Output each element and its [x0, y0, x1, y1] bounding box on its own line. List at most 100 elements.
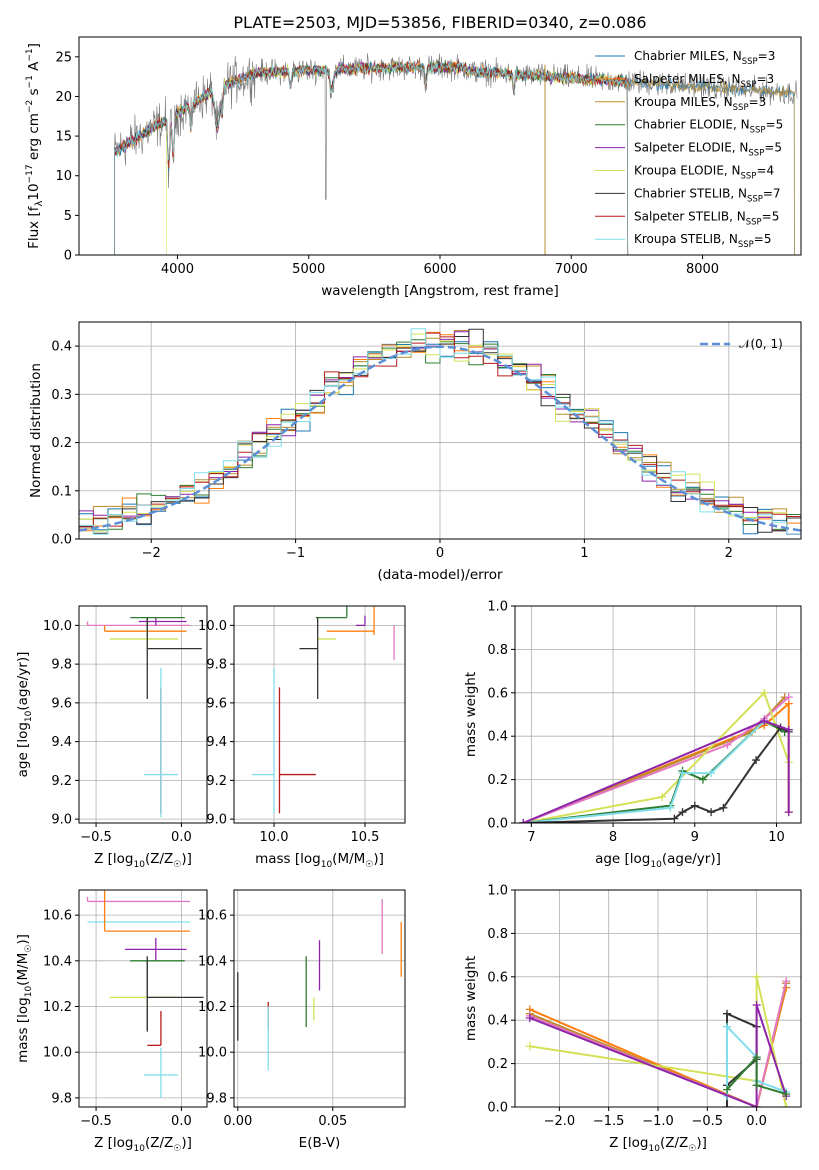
x-tick-label: 0.0 [171, 830, 192, 845]
model-spectrum [114, 59, 629, 255]
x-tick-label: 10.5 [351, 830, 380, 845]
y-tick-label: 0.0 [487, 1101, 508, 1116]
weight-marker [752, 1053, 761, 1062]
plot-area [114, 53, 798, 255]
weight-marker [666, 803, 675, 812]
weight-line [726, 1054, 787, 1095]
y-tick-label: 0.4 [487, 1014, 508, 1029]
axes-spectrum: 4000 5000 6000 7000 8000 0 5 10 15 20 25 PLATE=2503… [25, 13, 802, 299]
axes-age-mass: 10.0 10.5 9.0 9.2 9.4 9.6 9.8 10.0 mass [log10(M… [198, 605, 406, 870]
y-tick-label: 9.0 [51, 813, 72, 828]
y-tick-label: 0.2 [51, 436, 72, 451]
y-tick-label: 10.2 [43, 1000, 72, 1015]
axes-frame [78, 605, 208, 824]
weight-line [529, 980, 788, 1107]
chart-title: PLATE=2503, MJD=53856, FIBERID=0340, z=0… [233, 13, 646, 32]
y-tick-label: 10.4 [198, 954, 227, 969]
y-tick-label: 0.1 [51, 484, 72, 499]
y-tick-label: 9.0 [206, 813, 227, 828]
axes-frame [514, 889, 802, 1108]
y-tick-label: 10.6 [198, 909, 227, 924]
x-axis-label: E(B-V) [299, 1135, 341, 1151]
weight-marker [784, 693, 793, 702]
legend-entry: Kroupa ELODIE, NSSP=4 [634, 164, 774, 182]
model-spectrum [165, 60, 629, 255]
weight-line [523, 690, 790, 823]
y-tick-label: 0.6 [487, 686, 508, 701]
axes-frame [78, 321, 802, 540]
y-tick-label: 10.2 [198, 1000, 227, 1015]
y-tick-label: 10 [55, 169, 72, 184]
legend-entry: Salpeter STELIB, NSSP=5 [634, 209, 779, 227]
y-tick-label: 0.4 [51, 340, 72, 355]
x-tick-label: 10 [768, 830, 785, 845]
weight-marker [525, 1014, 534, 1023]
weight-marker [723, 740, 732, 749]
y-axis-label: mass [log10(M/M☉)] [15, 934, 34, 1063]
weight-marker [719, 803, 728, 812]
x-tick-label: 0.05 [318, 1114, 347, 1129]
x-tick-label: 0.0 [171, 1114, 192, 1129]
weight-marker [698, 775, 707, 784]
weight-marker [723, 1103, 732, 1107]
x-tick-label: 1 [580, 546, 588, 561]
y-tick-label: 9.2 [206, 774, 227, 789]
weight-marker [782, 1103, 791, 1107]
legend-entry: Chabrier MILES, NSSP=3 [634, 49, 775, 67]
weight-marker [670, 814, 679, 823]
weight-marker [782, 1089, 791, 1098]
y-tick-label: 10.6 [43, 909, 72, 924]
weight-marker [707, 769, 716, 778]
plot-area [86, 890, 204, 1098]
y-axis-label: age [log10(age/yr)] [15, 652, 34, 778]
y-tick-label: 1.0 [487, 884, 508, 899]
weight-marker [658, 792, 667, 801]
x-tick-label: 7 [527, 830, 535, 845]
y-tick-label: 0 [64, 249, 72, 264]
y-tick-label: 9.4 [51, 735, 72, 750]
x-axis-label: Z [log10(Z/Z☉)] [94, 1135, 192, 1154]
y-axis-label: mass weight [463, 672, 479, 757]
y-tick-label: 5 [64, 209, 72, 224]
y-tick-label: 0.2 [487, 1057, 508, 1072]
x-tick-label: 0 [436, 546, 444, 561]
weight-line [726, 1012, 758, 1107]
axes-weight-z: −2.0 −1.5 −1.0 −0.5 0.0 0.0 0.2 0.4 0.6 0.8 1.0 Z [… [463, 884, 802, 1154]
y-tick-label: 0.4 [487, 730, 508, 745]
x-tick-label: −0.5 [80, 1114, 112, 1129]
plot-area [237, 899, 402, 1071]
weight-marker [752, 972, 761, 981]
model-spectrum [114, 61, 629, 255]
y-tick-label: 15 [55, 130, 72, 145]
axes-mass-z: −0.5 0.0 9.8 10.0 10.2 10.4 10.6 Z [log10(Z/Z☉)… [15, 889, 208, 1154]
x-tick-label: −0.5 [80, 830, 112, 845]
x-tick-label: 0.0 [746, 1114, 767, 1129]
x-tick-label: 8000 [686, 262, 719, 277]
y-tick-label: 25 [55, 50, 72, 65]
x-tick-label: 7000 [555, 262, 588, 277]
y-tick-label: 0.8 [487, 927, 508, 942]
weight-line [522, 696, 790, 823]
model-spectrum [114, 59, 795, 255]
x-tick-label: 0.00 [223, 1114, 252, 1129]
model-spectrum [114, 59, 629, 255]
x-axis-label: mass [log10(M/M☉)] [255, 851, 384, 870]
x-axis-label: Z [log10(Z/Z☉)] [94, 851, 192, 870]
model-spectrum [114, 60, 629, 255]
weight-marker [723, 1085, 732, 1094]
x-axis-label: (data-model)/error [377, 567, 503, 583]
y-tick-label: 9.2 [51, 774, 72, 789]
y-tick-label: 9.8 [206, 1091, 227, 1106]
axes-mass-ebv: 0.00 0.05 9.8 10.0 10.2 10.4 10.6 E(B-V) [198, 889, 406, 1151]
legend-entry: Chabrier ELODIE, NSSP=5 [634, 118, 783, 136]
legend-entry: Kroupa STELIB, NSSP=5 [634, 232, 772, 250]
y-tick-label: 9.6 [206, 696, 227, 711]
y-tick-label: 0.3 [51, 388, 72, 403]
weight-marker [752, 1001, 761, 1010]
y-axis-label: Flux [fλ10−17 erg cm−2 s−1 A−1] [25, 43, 45, 249]
x-axis-label: wavelength [Angstrom, rest frame] [321, 283, 559, 299]
y-tick-label: 0.2 [487, 773, 508, 788]
axes-frame [233, 605, 406, 824]
y-tick-label: 10.0 [43, 1046, 72, 1061]
